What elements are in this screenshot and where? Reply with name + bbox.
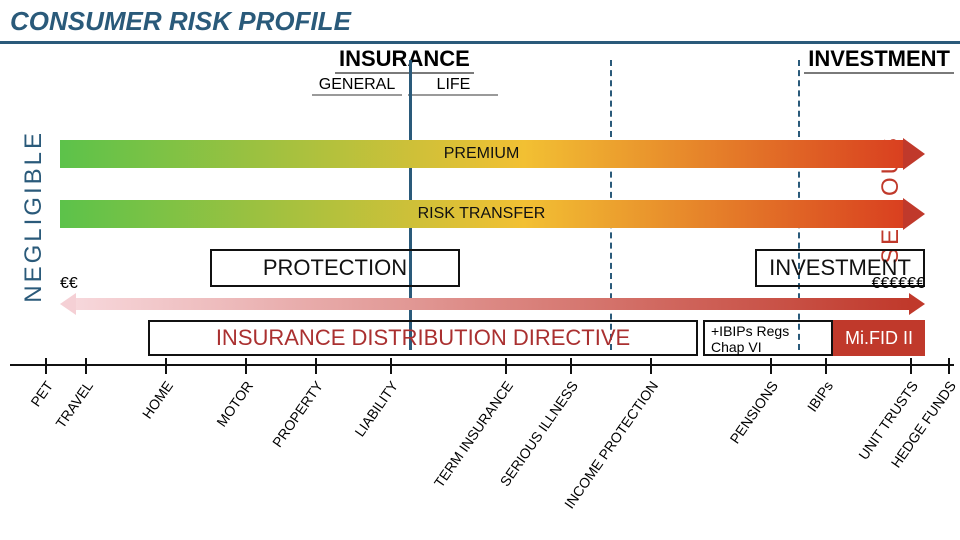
mifid-box: Mi.FID II — [833, 320, 925, 356]
premium-arrow: PREMIUM — [60, 140, 925, 168]
general-label: GENERAL — [312, 76, 402, 96]
page-title: CONSUMER RISK PROFILE — [0, 0, 960, 44]
risk-transfer-head — [903, 198, 925, 230]
money-right-label: €€€€€€ — [872, 275, 925, 293]
axis-tick: PENSIONS — [770, 358, 772, 374]
axis-tick: INCOME PROTECTION — [650, 358, 652, 374]
life-label: LIFE — [408, 76, 498, 96]
axis-tick: UNIT TRUSTS — [910, 358, 912, 374]
top-label-row: INSURANCE INVESTMENT GENERAL LIFE — [0, 46, 960, 102]
axis-tick: TERM INSURANCE — [505, 358, 507, 374]
axis-tick: PROPERTY — [315, 358, 317, 374]
negligible-label: NEGLIGIBLE — [20, 130, 48, 303]
axis-tick-label: PET — [43, 356, 72, 387]
axis-tick: MOTOR — [245, 358, 247, 374]
premium-arrow-head — [903, 138, 925, 170]
axis-tick: PET — [45, 358, 47, 374]
axis-tick-label: IBIPs — [823, 351, 855, 388]
money-arrow-right-head — [909, 293, 925, 315]
axis-tick: SERIOUS ILLNESS — [570, 358, 572, 374]
money-arrow-left-head — [60, 293, 76, 315]
money-left-label: €€ — [60, 275, 78, 293]
investment-label: INVESTMENT — [804, 46, 954, 74]
insurance-label: INSURANCE — [335, 46, 474, 74]
sub-label-row: GENERAL LIFE — [312, 76, 500, 96]
protection-box: PROTECTION — [210, 249, 460, 287]
money-arrow: €€ €€€€€€ — [60, 293, 925, 315]
protection-investment-row: PROTECTION INVESTMENT — [60, 249, 925, 287]
risk-transfer-body: RISK TRANSFER — [60, 200, 903, 228]
money-arrow-body — [76, 298, 909, 310]
tick-container: PET TRAVEL HOME MOTOR PROPERTY LIABILITY TERM … — [0, 358, 960, 540]
axis-tick: HEDGE FUNDS — [948, 358, 950, 374]
premium-arrow-body: PREMIUM — [60, 140, 903, 168]
axis-tick: LIABILITY — [390, 358, 392, 374]
axis-tick: HOME — [165, 358, 167, 374]
axis-tick: TRAVEL — [85, 358, 87, 374]
axis-tick: IBIPs — [825, 358, 827, 374]
risk-transfer-arrow: RISK TRANSFER — [60, 200, 925, 228]
